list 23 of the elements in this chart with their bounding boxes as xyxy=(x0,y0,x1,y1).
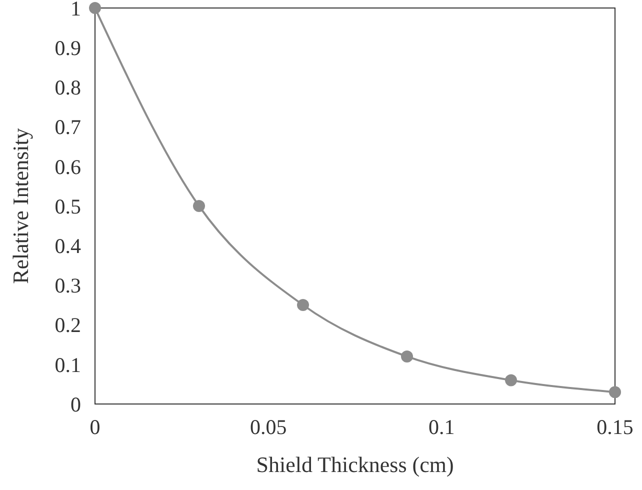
y-tick-label: 0.6 xyxy=(54,154,81,179)
point xyxy=(89,2,101,14)
y-tick-label: 0.1 xyxy=(54,352,81,377)
point xyxy=(401,350,413,362)
y-tick-label: 0.5 xyxy=(54,194,81,218)
point xyxy=(193,200,205,212)
y-tick-label: 0.4 xyxy=(54,234,82,258)
x-tick-label: 0.05 xyxy=(250,415,287,439)
y-tick-label: 0.7 xyxy=(54,115,81,140)
y-tick-label: 0.2 xyxy=(54,313,81,338)
y-tick-label: 1 xyxy=(70,0,81,20)
x-tick-label: 0.1 xyxy=(428,415,455,439)
point xyxy=(505,374,517,386)
y-axis-title: Relative Intensity xyxy=(8,128,33,284)
x-axis-title: Shield Thickness (cm) xyxy=(256,452,454,477)
x-tick-label: 0.15 xyxy=(596,415,634,439)
y-tick-label: 0 xyxy=(70,392,81,416)
point xyxy=(609,386,621,398)
point xyxy=(297,299,309,311)
y-tick-label: 0.8 xyxy=(54,76,81,100)
y-tick-label: 0.3 xyxy=(54,274,81,298)
y-tick-label: 0.9 xyxy=(54,36,81,60)
x-tick-label: 0 xyxy=(90,415,100,439)
